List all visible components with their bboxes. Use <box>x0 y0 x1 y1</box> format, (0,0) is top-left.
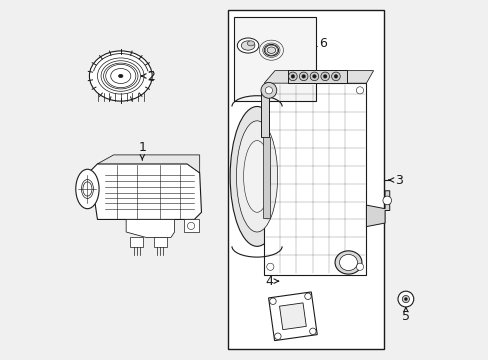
Circle shape <box>309 72 318 81</box>
Bar <box>130 237 143 247</box>
Polygon shape <box>90 164 201 220</box>
Circle shape <box>312 75 316 78</box>
Circle shape <box>309 328 315 334</box>
Text: 1: 1 <box>138 141 146 160</box>
Circle shape <box>299 72 307 81</box>
Circle shape <box>269 298 276 305</box>
Polygon shape <box>268 292 317 341</box>
Ellipse shape <box>119 75 122 78</box>
Polygon shape <box>126 220 174 237</box>
Circle shape <box>304 293 310 300</box>
Circle shape <box>301 75 305 78</box>
Polygon shape <box>279 303 305 330</box>
Circle shape <box>404 298 407 301</box>
Circle shape <box>331 72 340 81</box>
Circle shape <box>266 87 273 94</box>
Polygon shape <box>366 191 389 226</box>
Circle shape <box>266 263 273 270</box>
Bar <box>228 10 384 348</box>
Text: 5: 5 <box>401 307 409 323</box>
Ellipse shape <box>89 51 152 101</box>
Circle shape <box>356 87 363 94</box>
Ellipse shape <box>334 251 361 274</box>
Bar <box>233 17 316 101</box>
Circle shape <box>290 75 294 78</box>
Circle shape <box>323 75 326 78</box>
Text: 3: 3 <box>388 174 402 186</box>
Bar <box>183 220 198 232</box>
Ellipse shape <box>247 41 254 46</box>
Text: 6: 6 <box>312 36 326 50</box>
Circle shape <box>274 333 281 339</box>
Bar <box>260 90 268 137</box>
Circle shape <box>261 82 276 98</box>
Circle shape <box>265 87 272 94</box>
Ellipse shape <box>264 44 278 56</box>
Circle shape <box>333 75 337 78</box>
Ellipse shape <box>230 107 284 246</box>
Circle shape <box>402 296 408 303</box>
Circle shape <box>320 72 329 81</box>
Text: 4: 4 <box>264 275 278 288</box>
Circle shape <box>356 263 363 270</box>
Ellipse shape <box>243 140 270 212</box>
Ellipse shape <box>237 38 258 53</box>
Circle shape <box>382 196 391 205</box>
Circle shape <box>397 291 413 307</box>
Circle shape <box>187 222 194 229</box>
Polygon shape <box>263 137 269 218</box>
Bar <box>287 69 346 83</box>
Ellipse shape <box>236 121 277 232</box>
Ellipse shape <box>76 169 99 209</box>
Bar <box>264 83 366 275</box>
Circle shape <box>288 72 297 81</box>
Polygon shape <box>264 71 373 83</box>
Ellipse shape <box>339 255 357 271</box>
Text: 2: 2 <box>141 69 155 82</box>
Bar <box>153 237 166 247</box>
Polygon shape <box>97 155 199 173</box>
Ellipse shape <box>266 47 275 53</box>
Ellipse shape <box>241 41 254 50</box>
